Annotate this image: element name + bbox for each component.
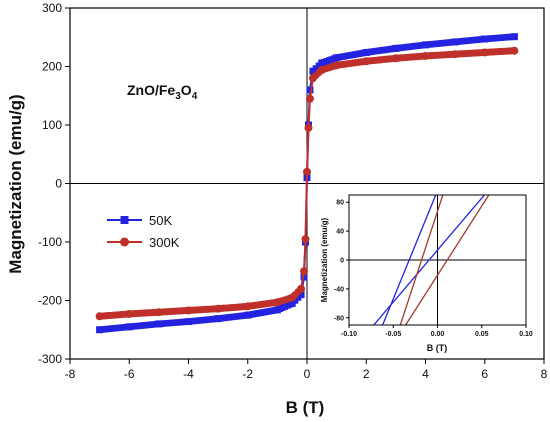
inset-series-line bbox=[399, 195, 444, 325]
inset-series-line bbox=[405, 195, 490, 325]
data-point bbox=[125, 309, 134, 318]
y-tick-label: 200 bbox=[42, 60, 62, 74]
inset-x-tick-label: 0.10 bbox=[519, 331, 533, 338]
x-tick-label: 8 bbox=[541, 367, 548, 381]
data-point bbox=[273, 298, 282, 307]
inset-x-tick-label: -0.05 bbox=[385, 331, 401, 338]
data-point bbox=[96, 326, 104, 334]
x-tick-label: 2 bbox=[363, 367, 370, 381]
data-point bbox=[392, 44, 400, 52]
main-axis-ticks: -8 -6 -4 -2 0 2 4 6 8 -300 -200 -100 0 100 200 300 bbox=[38, 1, 548, 381]
x-tick-label: 4 bbox=[422, 367, 429, 381]
legend-label: 50K bbox=[149, 213, 172, 228]
inset-y-tick-label: -40 bbox=[334, 286, 344, 293]
legend-marker bbox=[120, 237, 129, 247]
data-point bbox=[306, 86, 314, 94]
y-tick-label: 300 bbox=[42, 1, 62, 15]
x-tick-label: 0 bbox=[304, 367, 311, 381]
data-point bbox=[451, 38, 459, 46]
inset-x-tick-label: 0.05 bbox=[475, 331, 489, 338]
inset-series-line bbox=[373, 195, 485, 325]
data-point bbox=[297, 291, 305, 299]
inset-background bbox=[319, 191, 536, 353]
data-point bbox=[301, 235, 310, 244]
data-point bbox=[125, 323, 133, 331]
data-point bbox=[362, 48, 370, 56]
data-point bbox=[391, 54, 400, 63]
data-point bbox=[421, 51, 430, 60]
y-axis-label: Magnetization (emu/g) bbox=[6, 94, 25, 273]
main-series-layer bbox=[95, 33, 519, 334]
inset-axis-ticks: -0.10 -0.05 0.00 0.05 0.10 -80 -40 0 40 80 bbox=[334, 200, 533, 338]
data-point bbox=[184, 306, 193, 315]
data-point bbox=[300, 267, 309, 276]
data-point bbox=[288, 299, 296, 307]
data-point bbox=[297, 284, 306, 293]
data-point bbox=[510, 46, 519, 55]
data-point bbox=[214, 315, 222, 323]
legend-marker bbox=[120, 216, 129, 224]
data-point bbox=[95, 312, 104, 321]
inset-x-tick-label: -0.10 bbox=[341, 331, 357, 338]
x-tick-label: -4 bbox=[183, 367, 194, 381]
data-point bbox=[332, 61, 341, 70]
inset-y-tick-label: -80 bbox=[334, 315, 344, 322]
inset-y-tick-label: 80 bbox=[336, 200, 344, 207]
data-point bbox=[305, 94, 314, 103]
data-point bbox=[155, 320, 163, 328]
data-point bbox=[304, 123, 313, 132]
data-point bbox=[303, 167, 311, 176]
data-point bbox=[273, 306, 281, 314]
data-point bbox=[362, 57, 371, 66]
data-point bbox=[510, 33, 518, 41]
y-tick-label: -100 bbox=[38, 235, 62, 249]
data-point bbox=[308, 74, 317, 83]
data-point bbox=[309, 67, 317, 75]
data-point bbox=[422, 41, 429, 49]
inset-series-line bbox=[382, 195, 437, 325]
y-tick-label: -300 bbox=[38, 352, 62, 366]
inset-y-axis-label: Magnetization (emu/g) bbox=[320, 217, 329, 302]
legend-label: 300K bbox=[149, 235, 180, 250]
sample-annotation: ZnO/Fe3O4 bbox=[127, 82, 198, 102]
y-tick-label: 0 bbox=[55, 177, 62, 191]
data-point bbox=[333, 54, 341, 62]
inset-x-axis-label: B (T) bbox=[427, 343, 448, 353]
data-point bbox=[214, 304, 223, 313]
inset-y-tick-label: 0 bbox=[340, 258, 344, 265]
x-tick-label: -8 bbox=[65, 367, 76, 381]
data-point bbox=[288, 293, 297, 302]
data-point bbox=[317, 66, 326, 75]
data-point bbox=[451, 50, 460, 59]
inset-series-layer bbox=[373, 195, 490, 325]
data-point bbox=[318, 59, 326, 67]
legend: 50K 300K bbox=[107, 213, 180, 250]
data-point bbox=[481, 35, 489, 43]
data-point bbox=[243, 302, 252, 311]
inset-y-tick-label: 40 bbox=[336, 229, 344, 236]
data-point bbox=[154, 308, 163, 317]
x-tick-label: 6 bbox=[481, 367, 488, 381]
inset-zero-lines bbox=[349, 195, 526, 325]
series-300K bbox=[95, 46, 519, 321]
x-tick-label: -2 bbox=[242, 367, 253, 381]
data-point bbox=[185, 318, 192, 326]
y-tick-label: -200 bbox=[38, 294, 62, 308]
inset-x-tick-label: 0.00 bbox=[431, 331, 445, 338]
data-point bbox=[480, 48, 489, 57]
x-tick-label: -6 bbox=[124, 367, 135, 381]
y-tick-label: 100 bbox=[42, 118, 62, 132]
x-axis-label: B (T) bbox=[286, 398, 325, 417]
data-point bbox=[244, 311, 252, 319]
